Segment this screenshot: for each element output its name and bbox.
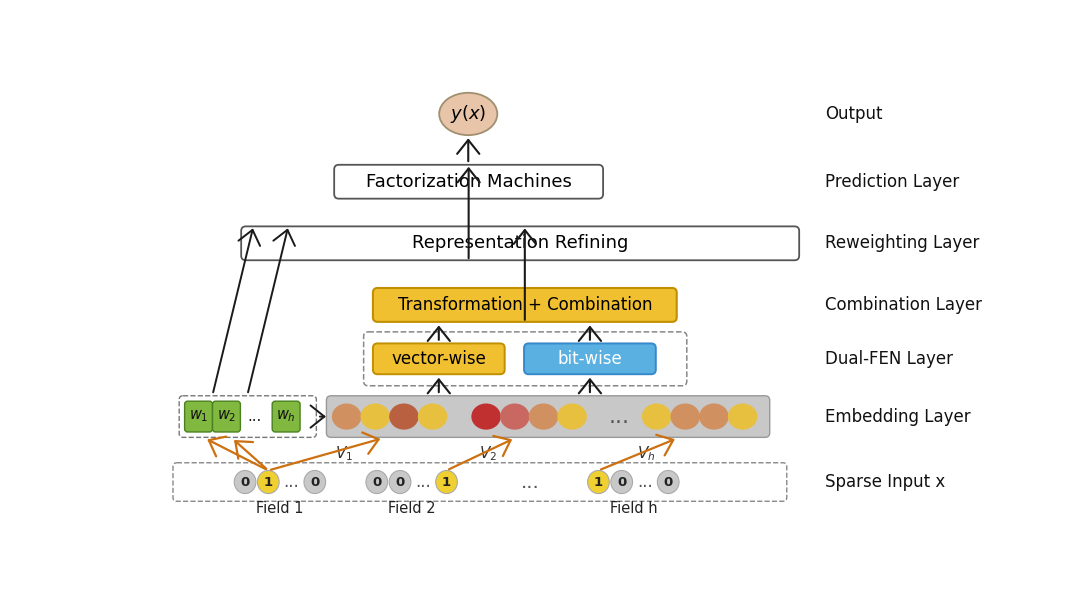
- Text: $w_h$: $w_h$: [276, 409, 296, 424]
- Text: $w_2$: $w_2$: [217, 409, 237, 424]
- Text: ...: ...: [247, 409, 261, 424]
- Ellipse shape: [389, 471, 410, 493]
- Text: 1: 1: [594, 476, 603, 488]
- Text: Dual-FEN Layer: Dual-FEN Layer: [825, 350, 953, 368]
- Text: Sparse Input x: Sparse Input x: [825, 473, 945, 491]
- Text: Embedding Layer: Embedding Layer: [825, 408, 970, 426]
- Text: $V_1$: $V_1$: [335, 444, 353, 463]
- FancyBboxPatch shape: [373, 344, 504, 375]
- Ellipse shape: [332, 403, 362, 430]
- Ellipse shape: [234, 471, 256, 493]
- FancyBboxPatch shape: [373, 288, 677, 322]
- Text: 0: 0: [373, 476, 381, 488]
- Text: ...: ...: [637, 473, 652, 491]
- Text: $V_2$: $V_2$: [478, 444, 497, 463]
- Text: 0: 0: [310, 476, 320, 488]
- Ellipse shape: [529, 403, 558, 430]
- FancyBboxPatch shape: [213, 401, 241, 432]
- Ellipse shape: [699, 403, 729, 430]
- Ellipse shape: [303, 471, 326, 493]
- Text: ...: ...: [284, 473, 299, 491]
- Ellipse shape: [257, 471, 279, 493]
- Ellipse shape: [642, 403, 672, 430]
- Text: $w_1$: $w_1$: [189, 409, 208, 424]
- Text: $V_h$: $V_h$: [637, 444, 656, 463]
- FancyBboxPatch shape: [272, 401, 300, 432]
- FancyBboxPatch shape: [241, 226, 799, 260]
- Text: Factorization Machines: Factorization Machines: [366, 172, 571, 191]
- Text: Field 2: Field 2: [388, 501, 435, 516]
- Text: Transformation + Combination: Transformation + Combination: [397, 296, 652, 314]
- Text: bit-wise: bit-wise: [557, 350, 622, 368]
- Text: ...: ...: [416, 473, 431, 491]
- FancyBboxPatch shape: [334, 164, 603, 198]
- Text: Reweighting Layer: Reweighting Layer: [825, 234, 980, 253]
- Text: Field h: Field h: [609, 501, 657, 516]
- Text: Representation Refining: Representation Refining: [411, 234, 629, 253]
- Ellipse shape: [471, 403, 501, 430]
- Ellipse shape: [418, 403, 447, 430]
- Ellipse shape: [588, 471, 609, 493]
- Ellipse shape: [658, 471, 679, 493]
- FancyBboxPatch shape: [185, 401, 213, 432]
- Ellipse shape: [500, 403, 529, 430]
- Text: $y(x)$: $y(x)$: [450, 103, 486, 125]
- Text: ...: ...: [521, 472, 540, 492]
- Text: 1: 1: [442, 476, 451, 488]
- Ellipse shape: [361, 403, 390, 430]
- Text: Prediction Layer: Prediction Layer: [825, 172, 959, 191]
- Ellipse shape: [366, 471, 388, 493]
- Ellipse shape: [611, 471, 633, 493]
- Ellipse shape: [440, 93, 497, 135]
- Text: vector-wise: vector-wise: [391, 350, 486, 368]
- FancyBboxPatch shape: [524, 344, 656, 375]
- Ellipse shape: [389, 403, 419, 430]
- Text: 0: 0: [395, 476, 405, 488]
- Text: Output: Output: [825, 105, 882, 123]
- Ellipse shape: [728, 403, 757, 430]
- Text: Field 1: Field 1: [256, 501, 303, 516]
- FancyBboxPatch shape: [326, 396, 770, 437]
- Text: ...: ...: [609, 407, 630, 426]
- Text: 0: 0: [241, 476, 249, 488]
- Text: 0: 0: [617, 476, 626, 488]
- Text: 1: 1: [264, 476, 273, 488]
- Ellipse shape: [435, 471, 458, 493]
- Ellipse shape: [671, 403, 700, 430]
- Text: 0: 0: [663, 476, 673, 488]
- Ellipse shape: [557, 403, 586, 430]
- Text: Combination Layer: Combination Layer: [825, 296, 982, 314]
